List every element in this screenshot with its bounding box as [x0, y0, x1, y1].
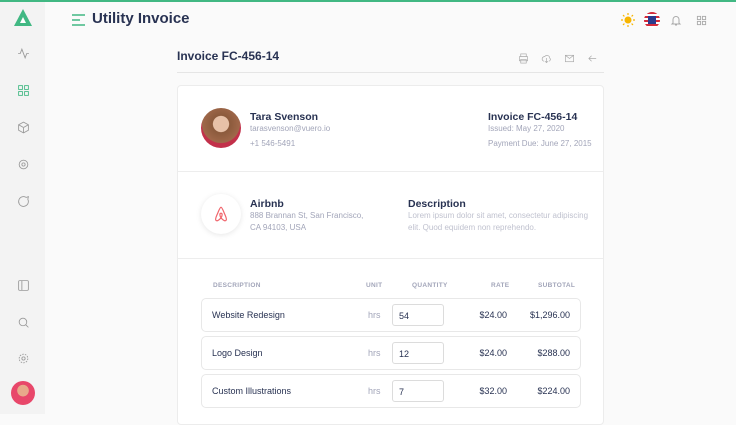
sidebar — [0, 2, 45, 414]
search-icon[interactable] — [12, 311, 34, 333]
invoice-due: Payment Due: June 27, 2015 — [488, 139, 592, 148]
description-title: Description — [408, 198, 466, 210]
company-address-line1: 888 Brannan St, San Francisco, — [250, 211, 364, 220]
gear-icon[interactable] — [12, 347, 34, 369]
back-arrow-icon[interactable] — [587, 51, 599, 63]
activity-icon[interactable] — [12, 42, 34, 64]
col-quantity: QUANTITY — [412, 282, 448, 289]
customer-avatar — [201, 108, 241, 148]
col-unit: UNIT — [366, 282, 383, 289]
bell-icon[interactable] — [668, 12, 684, 28]
section-divider — [178, 258, 603, 259]
item-description: Custom Illustrations — [212, 386, 292, 396]
mail-icon[interactable] — [564, 51, 576, 63]
description-line2: elit. Quod equidem non reprehendo. — [408, 223, 537, 232]
invoice-card: Tara Svenson tarasvenson@vuero.io +1 546… — [177, 85, 604, 425]
section-divider — [178, 171, 603, 172]
customer-phone: +1 546-5491 — [250, 139, 296, 148]
airbnb-logo-icon — [201, 194, 241, 234]
table-row: Custom Illustrations hrs 7 $32.00 $224.0… — [201, 374, 581, 408]
logo-icon[interactable] — [12, 7, 34, 29]
item-rate: $24.00 — [479, 348, 507, 358]
customer-email: tarasvenson@vuero.io — [250, 124, 331, 133]
item-unit: hrs — [368, 348, 381, 358]
company-name: Airbnb — [250, 198, 284, 210]
app-title: Utility Invoice — [92, 10, 190, 27]
page-title: Invoice FC-456-14 — [177, 49, 280, 63]
item-subtotal: $1,296.00 — [529, 310, 570, 320]
quantity-input[interactable]: 54 — [392, 304, 444, 326]
item-description: Logo Design — [212, 348, 263, 358]
sun-icon[interactable] — [620, 12, 636, 28]
invoice-issued: Issued: May 27, 2020 — [488, 124, 565, 133]
apps-icon[interactable] — [693, 12, 709, 28]
item-unit: hrs — [368, 310, 381, 320]
col-subtotal: SUBTOTAL — [538, 282, 576, 289]
customer-name: Tara Svenson — [250, 111, 319, 123]
settings-icon[interactable] — [12, 153, 34, 175]
description-line1: Lorem ipsum dolor sit amet, consectetur … — [408, 211, 589, 220]
sidebar-toggle-icon[interactable] — [12, 274, 34, 296]
item-rate: $32.00 — [479, 386, 507, 396]
chat-icon[interactable] — [12, 190, 34, 212]
item-subtotal: $224.00 — [537, 386, 570, 396]
company-address-line2: CA 94103, USA — [250, 223, 307, 232]
table-row: Logo Design hrs 12 $24.00 $288.00 — [201, 336, 581, 370]
item-description: Website Redesign — [212, 310, 285, 320]
invoice-number: Invoice FC-456-14 — [488, 111, 578, 123]
item-subtotal: $288.00 — [537, 348, 570, 358]
col-description: DESCRIPTION — [213, 282, 261, 289]
quantity-input[interactable]: 7 — [392, 380, 444, 402]
user-avatar[interactable] — [11, 381, 35, 405]
col-rate: RATE — [491, 282, 510, 289]
item-unit: hrs — [368, 386, 381, 396]
print-icon[interactable] — [518, 51, 530, 64]
download-cloud-icon[interactable] — [541, 51, 553, 64]
menu-icon[interactable] — [72, 13, 85, 31]
divider — [177, 72, 604, 73]
item-rate: $24.00 — [479, 310, 507, 320]
quantity-input[interactable]: 12 — [392, 342, 444, 364]
grid-icon[interactable] — [12, 79, 34, 101]
us-flag-icon[interactable] — [644, 12, 660, 28]
table-row: Website Redesign hrs 54 $24.00 $1,296.00 — [201, 298, 581, 332]
box-icon[interactable] — [12, 116, 34, 138]
